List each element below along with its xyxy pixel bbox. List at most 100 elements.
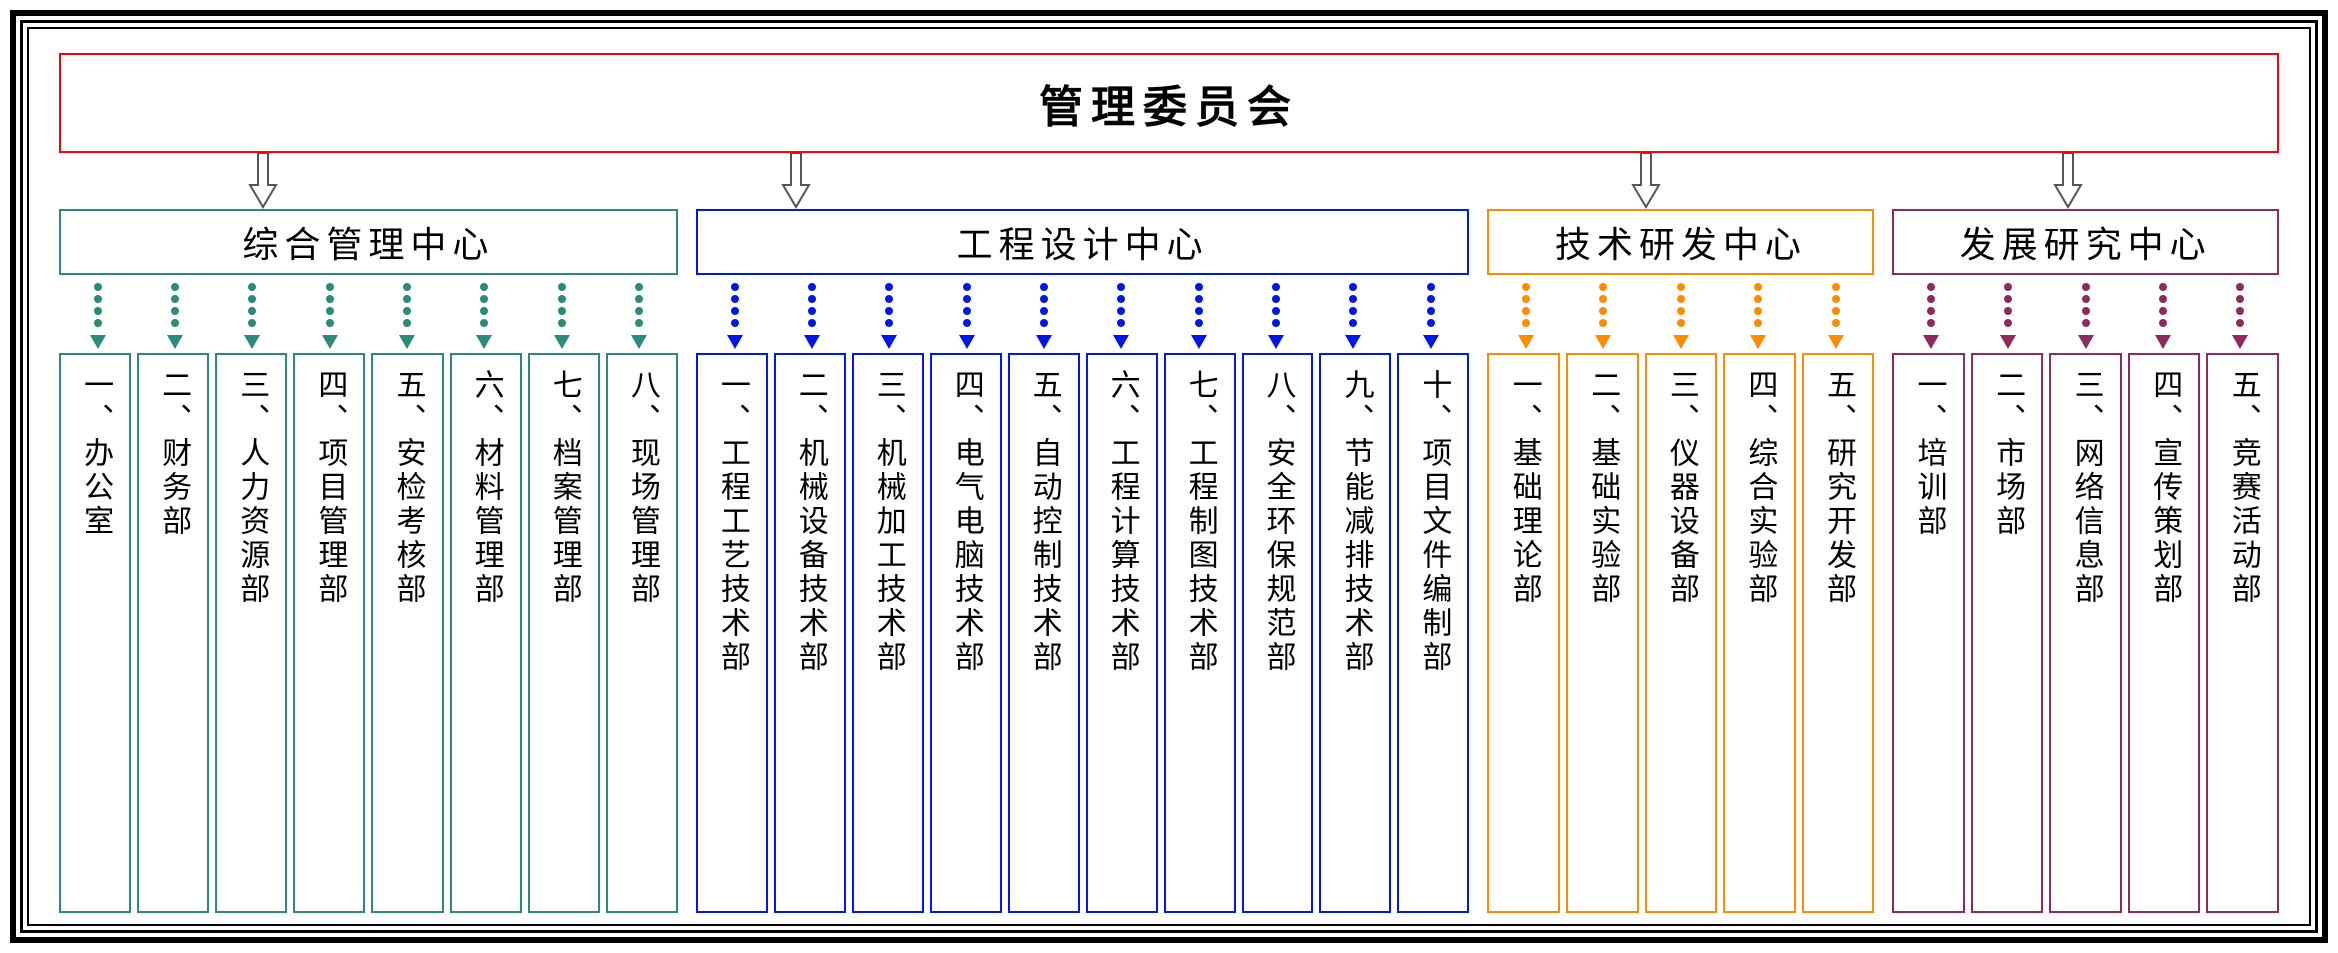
center-3: 技术研发中心 一、基础理论部二、基础实验部三、仪器设备部四、综合实验部五、研究开…: [1487, 209, 1874, 913]
dotted-arrow-icon: [723, 279, 747, 351]
department-label: 四、综合实验部: [1737, 369, 1781, 607]
dotted-arrow-icon: [1419, 279, 1443, 351]
dotted-arrow-icon: [877, 279, 901, 351]
dotted-arrow-icon: [163, 279, 187, 351]
department-label: 六、材料管理部: [464, 369, 508, 607]
dotted-arrow-row: [696, 275, 1470, 353]
center-node: 技术研发中心: [1487, 209, 1874, 275]
dotted-arrow-icon: [1514, 279, 1538, 351]
dotted-arrow-icon: [318, 279, 342, 351]
department-label: 八、现场管理部: [620, 369, 664, 607]
department-label: 三、网络信息部: [2064, 369, 2108, 607]
department-node: 一、工程工艺技术部: [696, 353, 768, 913]
outer-border-3: 管理委员会 综合管理中心 一、办公室二、财务部三、人力资源部四、项目管理部: [27, 27, 2311, 926]
departments-row: 一、培训部二、市场部三、网络信息部四、宣传策划部五、竞赛活动部: [1892, 353, 2279, 913]
department-label: 五、自动控制技术部: [1022, 369, 1066, 675]
department-label: 一、基础理论部: [1502, 369, 1546, 607]
dotted-arrow-icon: [1746, 279, 1770, 351]
department-node: 四、电气电脑技术部: [930, 353, 1002, 913]
department-label: 六、工程计算技术部: [1100, 369, 1144, 675]
dotted-arrow-icon: [2228, 279, 2252, 351]
dotted-arrow-icon: [1264, 279, 1288, 351]
department-label: 四、电气电脑技术部: [944, 369, 988, 675]
dotted-arrow-icon: [1032, 279, 1056, 351]
dotted-arrow-icon: [1109, 279, 1133, 351]
department-label: 二、机械设备技术部: [788, 369, 832, 675]
department-label: 三、仪器设备部: [1659, 369, 1703, 607]
department-node: 五、研究开发部: [1802, 353, 1875, 913]
dotted-arrow-icon: [627, 279, 651, 351]
dotted-arrow-icon: [2074, 279, 2098, 351]
department-node: 三、人力资源部: [215, 353, 287, 913]
department-label: 五、竞赛活动部: [2221, 369, 2265, 607]
department-node: 二、财务部: [137, 353, 209, 913]
department-node: 六、材料管理部: [450, 353, 522, 913]
dotted-arrow-icon: [550, 279, 574, 351]
department-node: 七、档案管理部: [528, 353, 600, 913]
dotted-arrow-row: [59, 275, 678, 353]
department-node: 五、自动控制技术部: [1008, 353, 1080, 913]
block-arrow-icon: [2051, 153, 2085, 209]
center-label: 技术研发中心: [1555, 216, 1807, 268]
dotted-arrow-row: [1487, 275, 1874, 353]
department-node: 一、办公室: [59, 353, 131, 913]
centers-row: 综合管理中心 一、办公室二、财务部三、人力资源部四、项目管理部五、安检考核部六、…: [59, 209, 2279, 913]
department-label: 四、项目管理部: [307, 369, 351, 607]
dotted-arrow-icon: [240, 279, 264, 351]
department-label: 二、市场部: [1985, 369, 2029, 539]
department-label: 五、安检考核部: [386, 369, 430, 607]
dotted-arrow-icon: [1824, 279, 1848, 351]
department-label: 四、宣传策划部: [2142, 369, 2186, 607]
block-arrow-icon: [779, 153, 813, 209]
dotted-arrow-row: [1892, 275, 2279, 353]
department-node: 八、安全环保规范部: [1242, 353, 1314, 913]
department-node: 九、节能减排技术部: [1319, 353, 1391, 913]
department-node: 十、项目文件编制部: [1397, 353, 1469, 913]
dotted-arrow-icon: [472, 279, 496, 351]
departments-row: 一、基础理论部二、基础实验部三、仪器设备部四、综合实验部五、研究开发部: [1487, 353, 1874, 913]
block-arrow-icon: [1629, 153, 1663, 209]
department-node: 二、基础实验部: [1566, 353, 1639, 913]
department-node: 四、宣传策划部: [2128, 353, 2201, 913]
center-label: 工程设计中心: [957, 216, 1209, 268]
department-node: 五、竞赛活动部: [2206, 353, 2279, 913]
outer-border-2: 管理委员会 综合管理中心 一、办公室二、财务部三、人力资源部四、项目管理部: [20, 20, 2318, 933]
dotted-arrow-icon: [2151, 279, 2175, 351]
center-node: 发展研究中心: [1892, 209, 2279, 275]
department-label: 五、研究开发部: [1816, 369, 1860, 607]
department-label: 二、基础实验部: [1580, 369, 1624, 607]
department-label: 一、培训部: [1907, 369, 1951, 539]
dotted-arrow-icon: [86, 279, 110, 351]
outer-border-1: 管理委员会 综合管理中心 一、办公室二、财务部三、人力资源部四、项目管理部: [10, 10, 2328, 943]
dotted-arrow-icon: [1669, 279, 1693, 351]
department-label: 十、项目文件编制部: [1411, 369, 1455, 675]
department-node: 一、培训部: [1892, 353, 1965, 913]
department-label: 一、办公室: [73, 369, 117, 539]
department-label: 三、机械加工技术部: [866, 369, 910, 675]
department-label: 三、人力资源部: [229, 369, 273, 607]
department-node: 三、网络信息部: [2049, 353, 2122, 913]
center-label: 发展研究中心: [1960, 216, 2212, 268]
department-node: 一、基础理论部: [1487, 353, 1560, 913]
department-label: 七、工程制图技术部: [1178, 369, 1222, 675]
root-label: 管理委员会: [1039, 71, 1299, 135]
block-arrow-row: [59, 153, 2279, 209]
dotted-arrow-icon: [1187, 279, 1211, 351]
center-node: 综合管理中心: [59, 209, 678, 275]
department-label: 九、节能减排技术部: [1333, 369, 1377, 675]
department-label: 八、安全环保规范部: [1256, 369, 1300, 675]
department-node: 二、市场部: [1971, 353, 2044, 913]
block-arrow-icon: [246, 153, 280, 209]
center-node: 工程设计中心: [696, 209, 1470, 275]
department-node: 七、工程制图技术部: [1164, 353, 1236, 913]
dotted-arrow-icon: [1919, 279, 1943, 351]
department-node: 三、仪器设备部: [1645, 353, 1718, 913]
root-node: 管理委员会: [59, 53, 2279, 153]
department-node: 五、安检考核部: [371, 353, 443, 913]
dotted-arrow-icon: [395, 279, 419, 351]
center-4: 发展研究中心 一、培训部二、市场部三、网络信息部四、宣传策划部五、竞赛活动部: [1892, 209, 2279, 913]
dotted-arrow-icon: [1341, 279, 1365, 351]
department-label: 七、档案管理部: [542, 369, 586, 607]
dotted-arrow-icon: [1996, 279, 2020, 351]
dotted-arrow-icon: [800, 279, 824, 351]
